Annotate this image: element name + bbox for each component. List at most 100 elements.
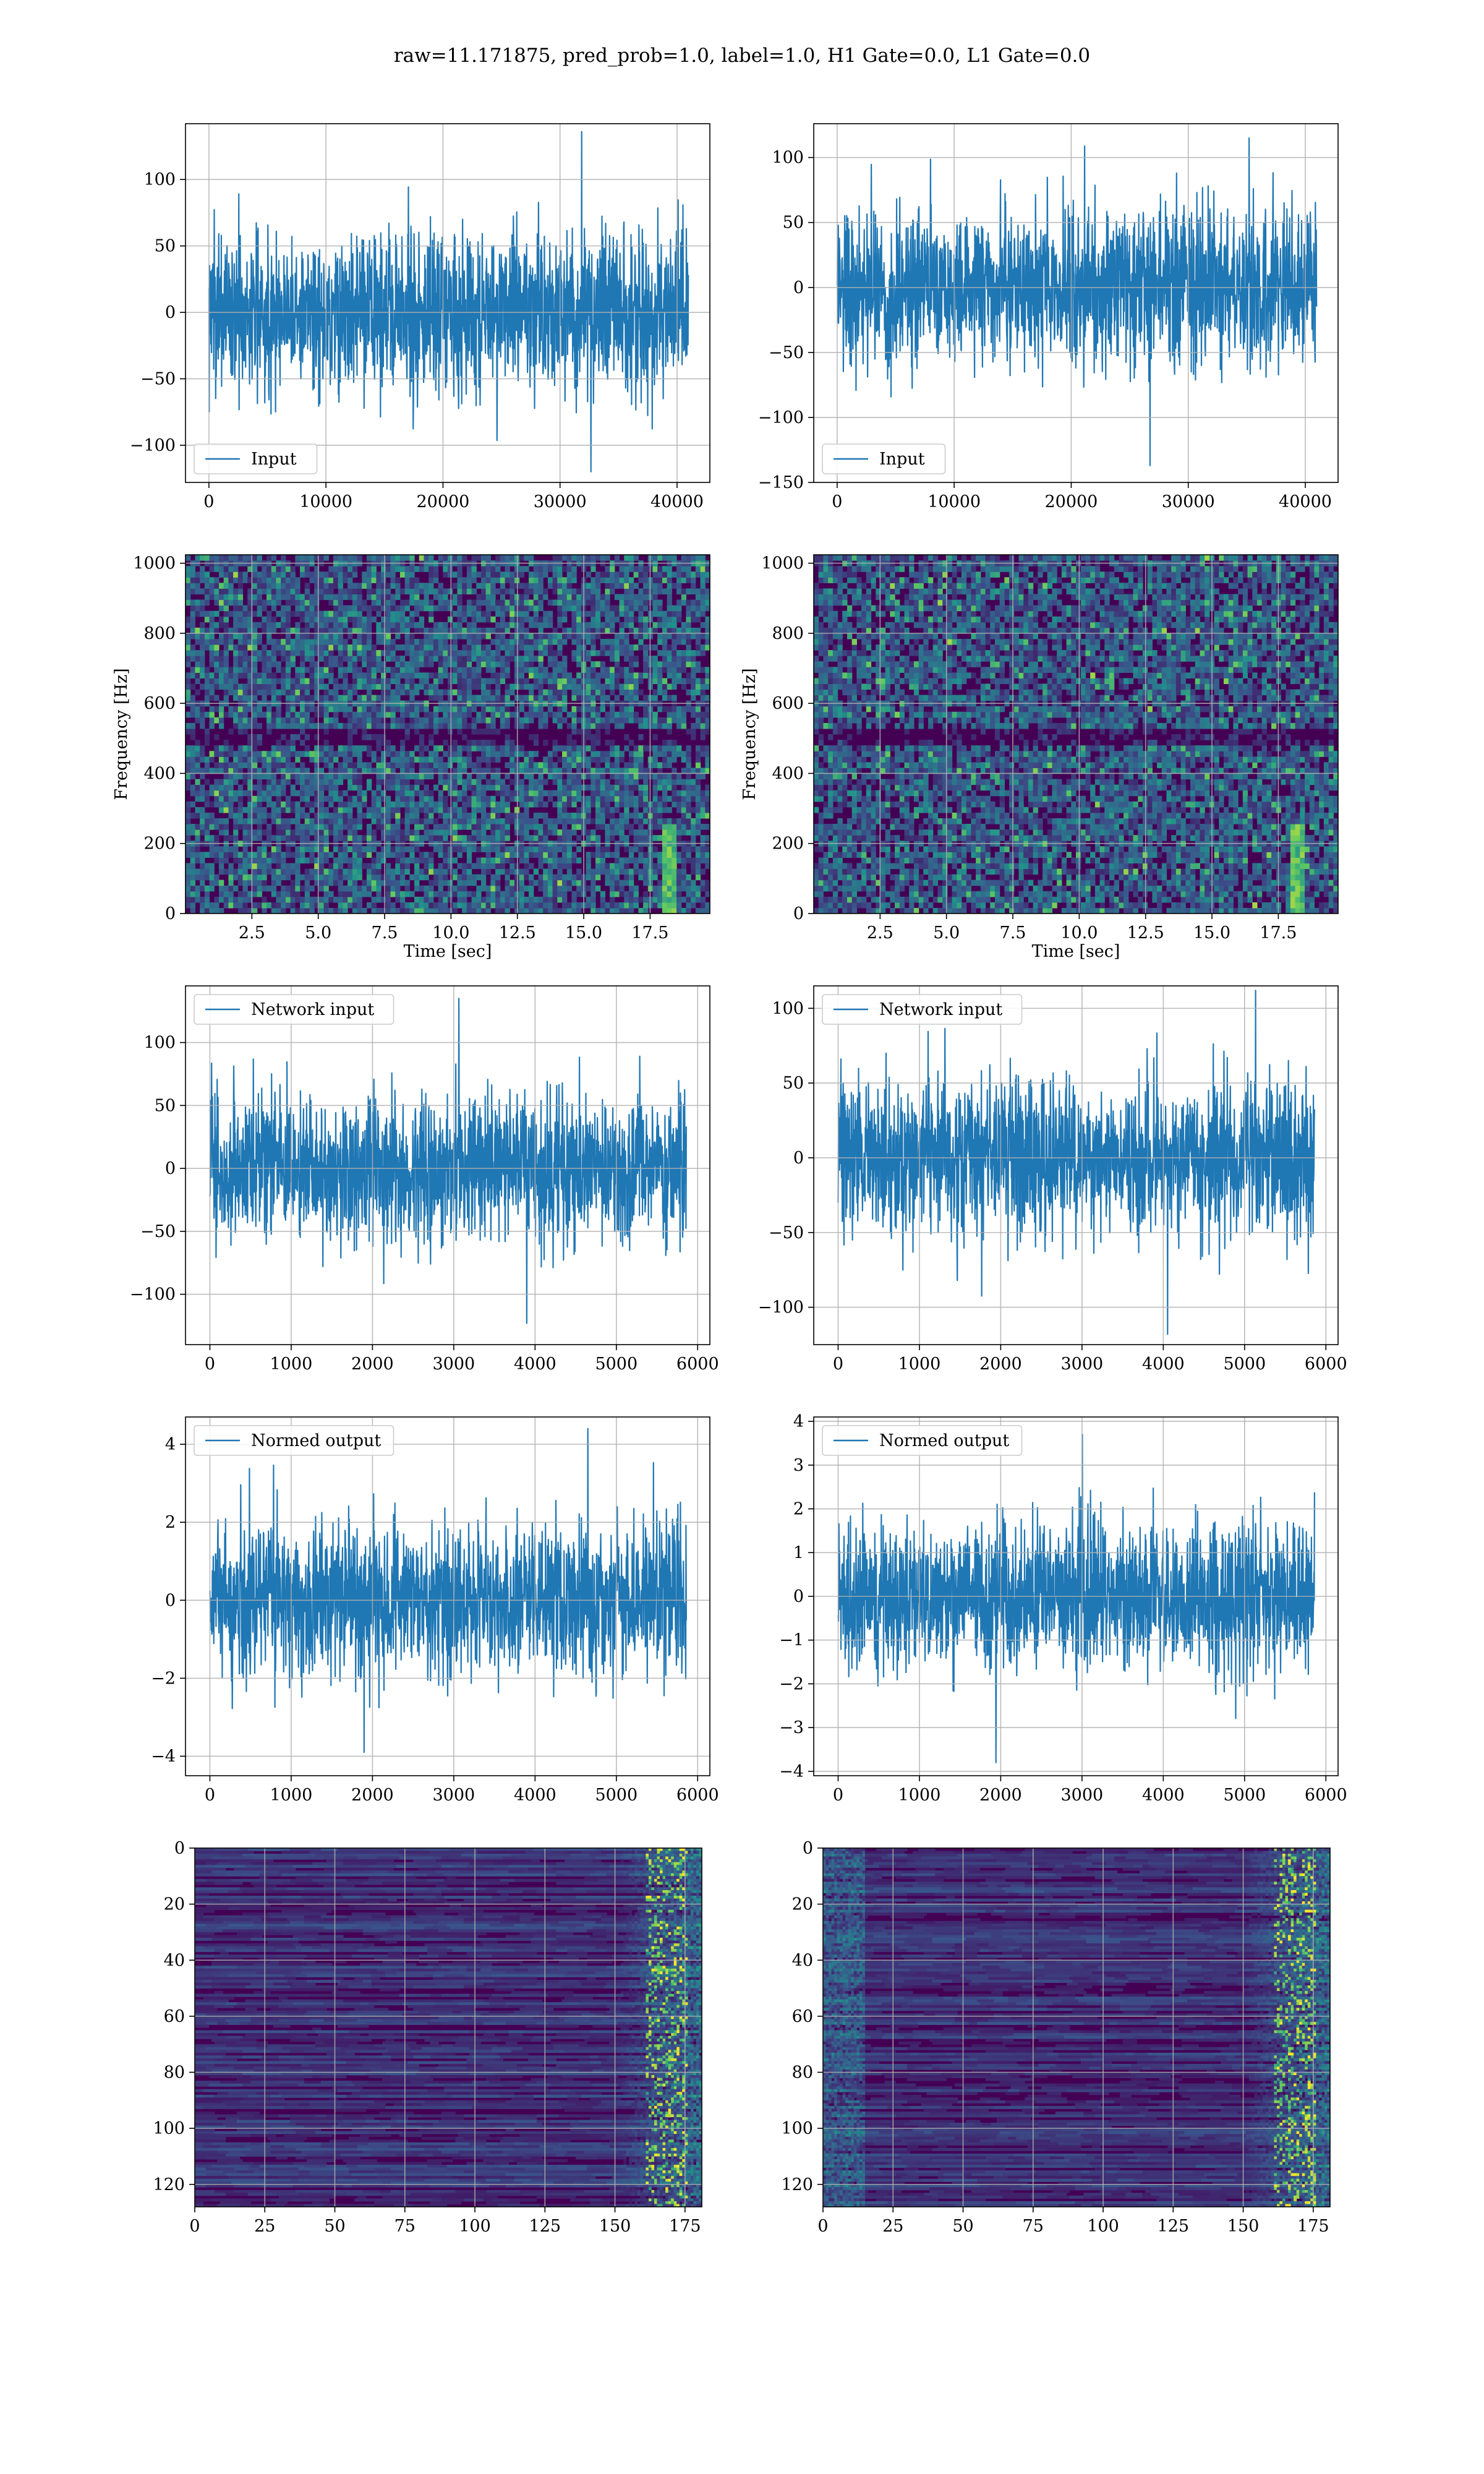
- heatmap-cell: [643, 795, 649, 802]
- heatmap-cell: [333, 829, 339, 836]
- heatmap-cell: [233, 599, 239, 606]
- heatmap-cell: [357, 907, 362, 914]
- heatmap-cell: [595, 801, 601, 808]
- heatmap-cell: [314, 857, 320, 864]
- heatmap-cell: [524, 801, 529, 808]
- heatmap-cell: [228, 706, 234, 713]
- heatmap-cell: [424, 868, 429, 875]
- heatmap-cell: [395, 695, 401, 701]
- heatmap-cell: [352, 711, 358, 718]
- heatmap-cell: [433, 818, 439, 824]
- heatmap-cell: [290, 678, 296, 685]
- heatmap-cell: [252, 874, 258, 881]
- heatmap-cell: [385, 807, 391, 813]
- heatmap-cell: [638, 907, 644, 914]
- heatmap-cell: [214, 656, 220, 662]
- heatmap-cell: [395, 566, 401, 572]
- heatmap-cell: [543, 638, 548, 645]
- heatmap-cell: [562, 672, 568, 678]
- heatmap-cell: [505, 801, 510, 808]
- heatmap-cell: [390, 824, 396, 830]
- heatmap-cell: [314, 790, 320, 797]
- heatmap-cell: [610, 773, 615, 780]
- heatmap-cell: [395, 656, 401, 662]
- heatmap-cell: [529, 555, 534, 561]
- heatmap-cell: [429, 868, 434, 875]
- heatmap-cell: [200, 566, 205, 572]
- heatmap-cell: [348, 740, 353, 746]
- heatmap-cell: [480, 577, 487, 583]
- heatmap-cell: [318, 852, 325, 858]
- heatmap-cell: [600, 863, 605, 870]
- heatmap-cell: [490, 835, 496, 841]
- heatmap-cell: [547, 824, 553, 830]
- heatmap-cell: [252, 555, 258, 561]
- heatmap-cell: [533, 846, 539, 852]
- heatmap-cell: [633, 868, 639, 875]
- heatmap-cell: [448, 762, 453, 768]
- heatmap-cell: [252, 717, 258, 724]
- heatmap-cell: [591, 717, 596, 724]
- heatmap-cell: [571, 891, 577, 897]
- heatmap-cell: [414, 874, 420, 881]
- heatmap-cell: [480, 812, 487, 819]
- heatmap-cell: [200, 751, 205, 757]
- heatmap-cell: [252, 734, 258, 740]
- heatmap-cell: [190, 728, 196, 735]
- heatmap-cell: [438, 622, 443, 628]
- heatmap-cell: [323, 807, 329, 813]
- heatmap-cell: [576, 779, 582, 785]
- heatmap-cell: [399, 627, 406, 634]
- heatmap-cell: [328, 768, 334, 774]
- heatmap-cell: [533, 868, 539, 875]
- heatmap-cell: [257, 740, 262, 746]
- heatmap-cell: [476, 795, 482, 802]
- heatmap-cell: [309, 633, 315, 640]
- heatmap-cell: [438, 656, 443, 662]
- heatmap-cell: [204, 902, 210, 909]
- heatmap-cell: [452, 907, 458, 914]
- heatmap-cell: [214, 706, 220, 713]
- heatmap-cell: [480, 650, 487, 656]
- heatmap-cell: [186, 896, 191, 903]
- heatmap-cell: [433, 868, 439, 875]
- heatmap-cell: [376, 661, 382, 667]
- heatmap-cell: [247, 857, 253, 864]
- heatmap-cell: [557, 801, 563, 808]
- heatmap-cell: [314, 762, 320, 768]
- heatmap-cell: [533, 907, 539, 914]
- heatmap-cell: [557, 594, 563, 601]
- heatmap-cell: [395, 835, 401, 841]
- heatmap-cell: [333, 583, 339, 589]
- heatmap-cell: [395, 784, 401, 791]
- heatmap-cell: [448, 706, 453, 713]
- heatmap-cell: [633, 779, 639, 785]
- heatmap-cell: [209, 627, 215, 634]
- heatmap-cell: [399, 891, 406, 897]
- heatmap-cell: [429, 896, 434, 903]
- heatmap-cell: [304, 773, 310, 780]
- heatmap-cell: [591, 852, 596, 858]
- heatmap-cell: [366, 706, 372, 713]
- heatmap-cell: [404, 868, 410, 875]
- heatmap-cell: [595, 846, 601, 852]
- heatmap-cell: [190, 683, 196, 690]
- heatmap-cell: [304, 605, 310, 612]
- heatmap-cell: [576, 874, 582, 881]
- heatmap-cell: [562, 835, 568, 841]
- heatmap-cell: [510, 644, 515, 651]
- heatmap-cell: [281, 779, 286, 785]
- heatmap-cell: [343, 577, 348, 583]
- heatmap-cell: [562, 807, 568, 813]
- heatmap-cell: [338, 656, 343, 662]
- heatmap-cell: [186, 683, 191, 690]
- heatmap-cell: [309, 638, 315, 645]
- heatmap-cell: [295, 683, 301, 690]
- heatmap-cell: [429, 627, 434, 634]
- heatmap-cell: [276, 801, 281, 808]
- heatmap-cell: [414, 605, 420, 612]
- h1-input-grid: [186, 124, 710, 482]
- heatmap-cell: [252, 880, 258, 886]
- heatmap-cell: [233, 577, 239, 583]
- heatmap-cell: [557, 863, 563, 870]
